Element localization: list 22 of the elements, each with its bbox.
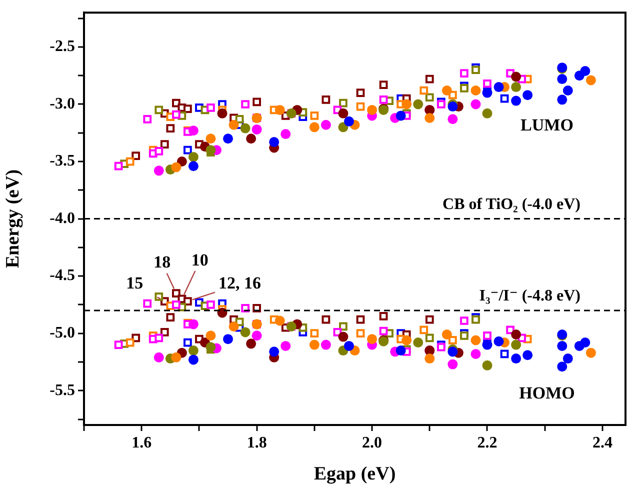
x-tick-label: 2.2	[477, 434, 498, 452]
y-axis-title: Energy (eV)	[2, 169, 24, 268]
y-tick-label: -3.0	[50, 95, 75, 112]
annotation: 15	[126, 274, 144, 293]
annotation: 10	[191, 250, 208, 270]
annotation: LUMO	[520, 115, 574, 134]
x-axis-title: Egap (eV)	[314, 464, 396, 485]
ref-line-label: I₃⁻/I⁻ (-4.8 eV)	[479, 288, 580, 305]
y-tick-label: -4.0	[50, 210, 75, 227]
y-tick-label: -3.5	[50, 152, 75, 170]
x-tick-label: 1.8	[246, 434, 267, 452]
x-tick-label: 2.4	[592, 434, 612, 452]
x-tick-label: 2.0	[362, 434, 382, 452]
y-tick-label: -5.0	[50, 324, 75, 342]
annotation: 12, 16	[218, 274, 261, 293]
y-tick-label: -4.5	[50, 267, 75, 284]
x-tick-label: 1.6	[132, 434, 152, 452]
y-tick-label: -5.5	[50, 382, 75, 399]
annotation: HOMO	[519, 383, 575, 402]
annotation: 18	[154, 252, 171, 272]
ref-line-label: CB of TiO₂ (-4.0 eV)	[442, 196, 580, 213]
y-tick-label: -2.5	[50, 38, 75, 56]
